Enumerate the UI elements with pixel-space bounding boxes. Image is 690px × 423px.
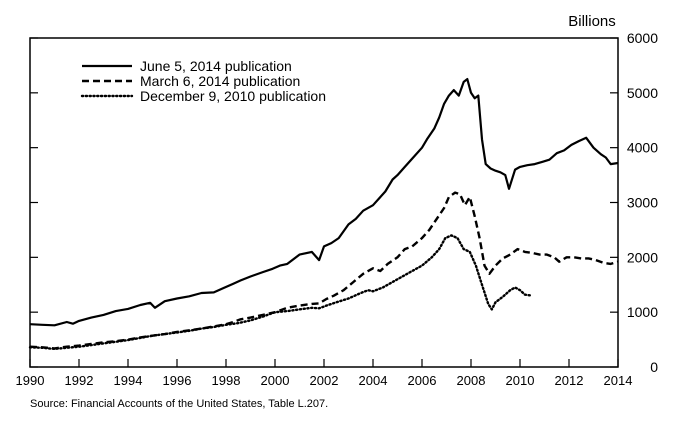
x-tick-label: 2002	[310, 373, 339, 388]
x-tick-label: 1996	[163, 373, 192, 388]
legend-label: June 5, 2014 publication	[140, 58, 292, 74]
y-tick-label: 4000	[627, 140, 658, 156]
legend-label: December 9, 2010 publication	[140, 88, 326, 104]
x-tick-label: 1998	[212, 373, 241, 388]
x-tick-label: 2006	[408, 373, 437, 388]
series-line-dashed	[29, 191, 619, 350]
x-tick-label: 2010	[506, 373, 535, 388]
x-tick-label: 1990	[16, 373, 45, 388]
y-tick-label: 3000	[627, 195, 658, 211]
y-tick-label: 1000	[627, 304, 658, 320]
legend-label: March 6, 2014 publication	[140, 73, 300, 89]
series-line-dotted	[28, 234, 534, 351]
y-axis-unit-label: Billions	[568, 13, 616, 30]
series-line-solid	[29, 78, 619, 327]
x-tick-label: 2000	[261, 373, 290, 388]
y-tick-label: 6000	[627, 30, 658, 46]
source-note: Source: Financial Accounts of the United…	[30, 398, 329, 410]
data-series	[28, 78, 619, 351]
x-tick-label: 2004	[359, 373, 388, 388]
x-tick-label: 2008	[457, 373, 486, 388]
y-tick-label: 5000	[627, 85, 658, 101]
x-axis: 1990 1992 1994 1996 1998 2000 2002 2004 2006 2008…	[16, 359, 633, 388]
x-tick-label: 1992	[65, 373, 94, 388]
x-tick-label: 2014	[604, 373, 633, 388]
y-axis: 0 1000 2000 3000 4000 5000 6000	[30, 30, 658, 375]
y-tick-label: 2000	[627, 249, 658, 265]
y-tick-label: 0	[650, 359, 658, 375]
x-tick-label: 1994	[114, 373, 143, 388]
x-tick-label: 2012	[555, 373, 584, 388]
